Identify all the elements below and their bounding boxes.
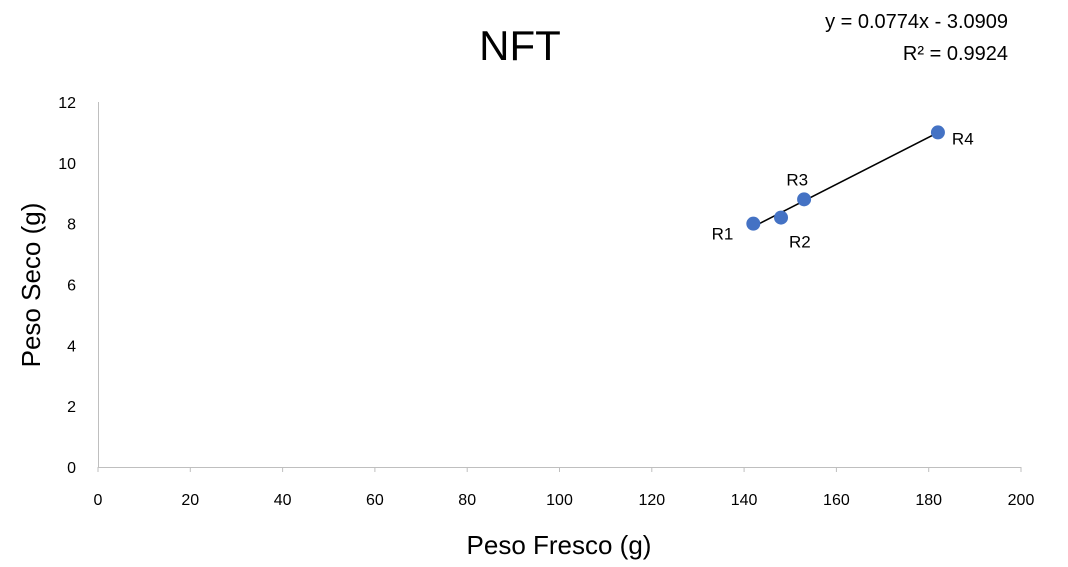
- y-axis-title: Peso Seco (g): [16, 203, 46, 368]
- trendline-line: [752, 131, 939, 228]
- x-tick-label: 60: [366, 492, 384, 509]
- x-tick-label: 160: [823, 492, 850, 509]
- data-point-r3: [797, 192, 812, 207]
- y-tick-label: 10: [58, 156, 76, 173]
- x-tick-label: 200: [1008, 492, 1035, 509]
- x-tick-label: 0: [94, 492, 103, 509]
- y-tick-label: 0: [67, 460, 76, 477]
- axes: 0 20 40 60 80 100 120 140 160 180 200 0 2 4 6 8 10 12: [58, 95, 1034, 509]
- data-label-r1: R1: [712, 225, 734, 244]
- x-axis-title: Peso Fresco (g): [467, 530, 652, 560]
- y-tick-label: 6: [67, 278, 76, 295]
- data-label-r3: R3: [786, 170, 808, 189]
- data-point-r4: [930, 125, 945, 140]
- y-tick-label: 4: [67, 338, 76, 355]
- y-tick-label: 12: [58, 95, 76, 112]
- x-tick-label: 120: [638, 492, 665, 509]
- trendline: [752, 131, 939, 228]
- x-tick-label: 80: [458, 492, 476, 509]
- data-label-r2: R2: [789, 233, 811, 252]
- chart-title: NFT: [479, 22, 561, 69]
- data-point-r2: [774, 210, 789, 225]
- y-tick-label: 2: [67, 399, 76, 416]
- x-tick-label: 100: [546, 492, 573, 509]
- data-label-r4: R4: [952, 129, 974, 148]
- x-tick-label: 40: [274, 492, 292, 509]
- trendline-r-squared: R² = 0.9924: [903, 43, 1008, 65]
- x-tick-label: 20: [181, 492, 199, 509]
- data-points: R1 R2 R3 R4: [712, 125, 974, 252]
- x-tick-label: 140: [731, 492, 758, 509]
- data-point-r1: [746, 216, 761, 231]
- y-tick-label: 8: [67, 217, 76, 234]
- trendline-equation: y = 0.0774x - 3.0909: [825, 11, 1008, 33]
- x-tick-label: 180: [915, 492, 942, 509]
